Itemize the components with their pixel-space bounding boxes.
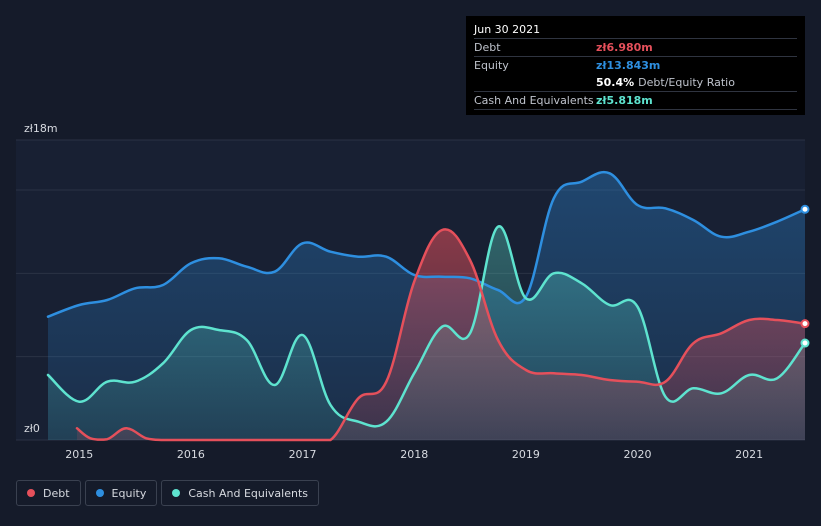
tooltip-equity-value: zł13.843m <box>596 59 661 72</box>
x-tick-2019: 2019 <box>512 448 540 461</box>
legend-label-debt: Debt <box>43 486 70 500</box>
tooltip-ratio-value: 50.4% <box>596 76 635 89</box>
tooltip-equity-label: Equity <box>474 59 509 72</box>
line-equity <box>46 170 807 318</box>
y-axis-top-label: zł18m <box>24 122 58 135</box>
legend-dot-equity <box>95 489 104 497</box>
tooltip-row-ratio: 50.4% Debt/Equity Ratio <box>474 74 797 91</box>
y-axis-bottom-label: zł0 <box>24 422 40 435</box>
tooltip-date: Jun 30 2021 <box>474 23 541 36</box>
tooltip-ratio-label: Debt/Equity Ratio <box>638 76 735 89</box>
line-cash-and-equivalents <box>46 225 807 428</box>
end-marker-cash-and-equivalents[interactable] <box>800 338 810 348</box>
x-tick-2016: 2016 <box>177 448 205 461</box>
legend-dot-cash <box>172 489 181 497</box>
legend-item-equity[interactable]: Equity <box>84 480 158 506</box>
x-axis-ticks: 2015 2016 2017 2018 2019 2020 2021 <box>65 448 763 461</box>
end-marker-debt[interactable] <box>800 319 810 329</box>
series-lines <box>46 170 807 442</box>
x-tick-2015: 2015 <box>65 448 93 461</box>
series-end-markers <box>800 204 810 348</box>
legend-label-cash: Cash And Equivalents <box>188 486 308 500</box>
chart-legend: Debt Equity Cash And Equivalents <box>16 480 319 506</box>
legend-label-equity: Equity <box>111 486 147 500</box>
x-tick-2021: 2021 <box>735 448 763 461</box>
tooltip-row-debt: Debt zł6.980m <box>474 38 797 56</box>
tooltip-cash-value: zł5.818m <box>596 94 653 107</box>
legend-item-cash[interactable]: Cash And Equivalents <box>161 480 319 506</box>
line-debt <box>75 228 807 442</box>
tooltip-debt-label: Debt <box>474 41 501 54</box>
tooltip-row-equity: Equity zł13.843m <box>474 56 797 74</box>
tooltip-row-cash: Cash And Equivalents zł5.818m <box>474 91 797 110</box>
area-debt <box>77 229 805 440</box>
x-tick-2017: 2017 <box>289 448 317 461</box>
tooltip-panel: Jun 30 2021 Debt zł6.980m Equity zł13.84… <box>466 16 805 115</box>
tooltip-debt-value: zł6.980m <box>596 41 653 54</box>
legend-dot-debt <box>27 489 35 497</box>
tooltip-cash-label: Cash And Equivalents <box>474 94 594 107</box>
end-marker-equity[interactable] <box>800 204 810 214</box>
legend-item-debt[interactable]: Debt <box>16 480 81 506</box>
x-tick-2020: 2020 <box>624 448 652 461</box>
x-tick-2018: 2018 <box>400 448 428 461</box>
series-areas <box>48 172 805 440</box>
